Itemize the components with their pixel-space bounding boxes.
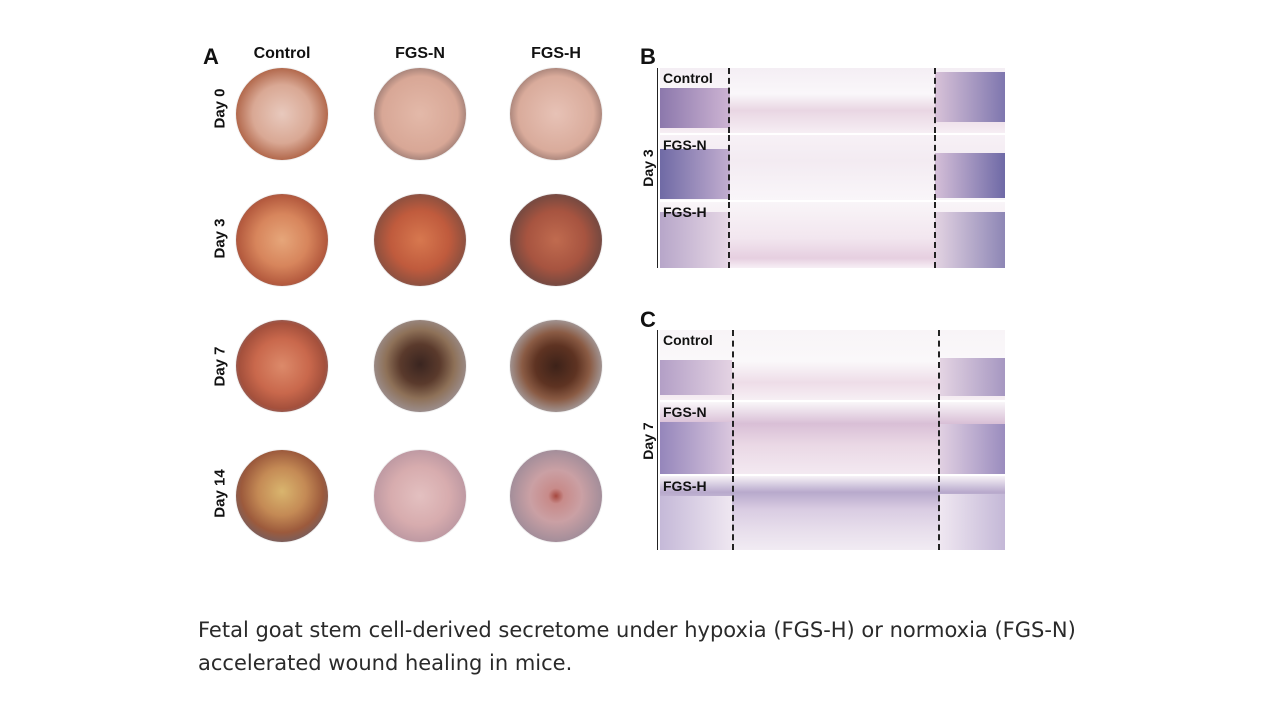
row-label-day-7: Day 7 — [211, 346, 229, 387]
column-header-fgs-h: FGS-H — [531, 45, 581, 62]
panel-b-axis-bar — [657, 68, 658, 268]
wound-photo-control-day-0 — [236, 68, 328, 160]
wound-photo-fgs-n-day-14 — [374, 450, 466, 542]
tissue-edge-right — [935, 72, 1005, 122]
wound-photo-fgs-n-day-0 — [374, 68, 466, 160]
panel-c-axis-bar — [657, 330, 658, 550]
wound-photo-control-day-3 — [236, 194, 328, 286]
wound-photo-fgs-h-day-3 — [510, 194, 602, 286]
figure: A Control FGS-N FGS-H Day 0 Day 3 Day 7 … — [203, 44, 1005, 550]
histology-c-fgs-h: FGS-H — [660, 476, 1005, 550]
tissue-edge-left — [660, 496, 732, 550]
tissue-edge-left — [660, 149, 730, 199]
wound-photo-fgs-h-day-7 — [510, 320, 602, 412]
histology-b-fgs-n: FGS-N — [660, 135, 1005, 200]
wound-photo-fgs-n-day-3 — [374, 194, 466, 286]
wound-margin-line-right — [934, 135, 936, 200]
histology-group-label: Control — [663, 70, 713, 86]
histology-b-fgs-h: FGS-H — [660, 202, 1005, 268]
tissue-edge-left — [660, 360, 732, 395]
tissue-edge-left — [660, 88, 730, 128]
tissue-edge-right — [935, 153, 1005, 198]
wound-margin-line-left — [732, 402, 734, 474]
wound-photo-fgs-h-day-14 — [510, 450, 602, 542]
wound-margin-line-left — [728, 68, 730, 133]
wound-margin-line-left — [728, 202, 730, 268]
row-label-day-14: Day 14 — [211, 469, 229, 518]
histology-c-fgs-n: FGS-N — [660, 402, 1005, 474]
column-header-control: Control — [253, 45, 311, 62]
histology-group-label: FGS-N — [663, 137, 707, 153]
panel-b-row-label: Day 3 — [640, 149, 656, 187]
panel-label-c: C — [640, 307, 656, 332]
wound-margin-line-left — [728, 135, 730, 200]
wound-photo-control-day-7 — [236, 320, 328, 412]
tissue-edge-right — [935, 212, 1005, 268]
row-label-day-0: Day 0 — [211, 88, 229, 129]
panel-c-row-label: Day 7 — [640, 422, 656, 460]
tissue-edge-left — [660, 422, 732, 474]
tissue-edge-right — [940, 494, 1005, 550]
histology-group-label: FGS-H — [663, 204, 707, 220]
tissue-edge-left — [660, 212, 730, 268]
wound-photo-fgs-n-day-7 — [374, 320, 466, 412]
wound-margin-line-right — [934, 202, 936, 268]
histology-b-control: Control — [660, 68, 1005, 133]
histology-group-label: Control — [663, 332, 713, 348]
column-header-fgs-n: FGS-N — [395, 45, 445, 62]
histology-c-control: Control — [660, 330, 1005, 400]
wound-margin-line-left — [732, 330, 734, 400]
panel-label-a: A — [203, 44, 219, 69]
wound-margin-line-right — [934, 68, 936, 133]
row-label-day-3: Day 3 — [211, 218, 229, 259]
histology-group-label: FGS-N — [663, 404, 707, 420]
histology-group-label: FGS-H — [663, 478, 707, 494]
wound-margin-line-right — [938, 330, 940, 400]
wound-photo-control-day-14 — [236, 450, 328, 542]
wound-photo-fgs-h-day-0 — [510, 68, 602, 160]
panel-label-b: B — [640, 44, 656, 69]
wound-margin-line-left — [732, 476, 734, 550]
tissue-edge-right — [940, 358, 1005, 396]
figure-caption: Fetal goat stem cell-derived secretome u… — [198, 618, 1076, 675]
wound-margin-line-right — [938, 402, 940, 474]
tissue-edge-right — [940, 424, 1005, 474]
wound-margin-line-right — [938, 476, 940, 550]
